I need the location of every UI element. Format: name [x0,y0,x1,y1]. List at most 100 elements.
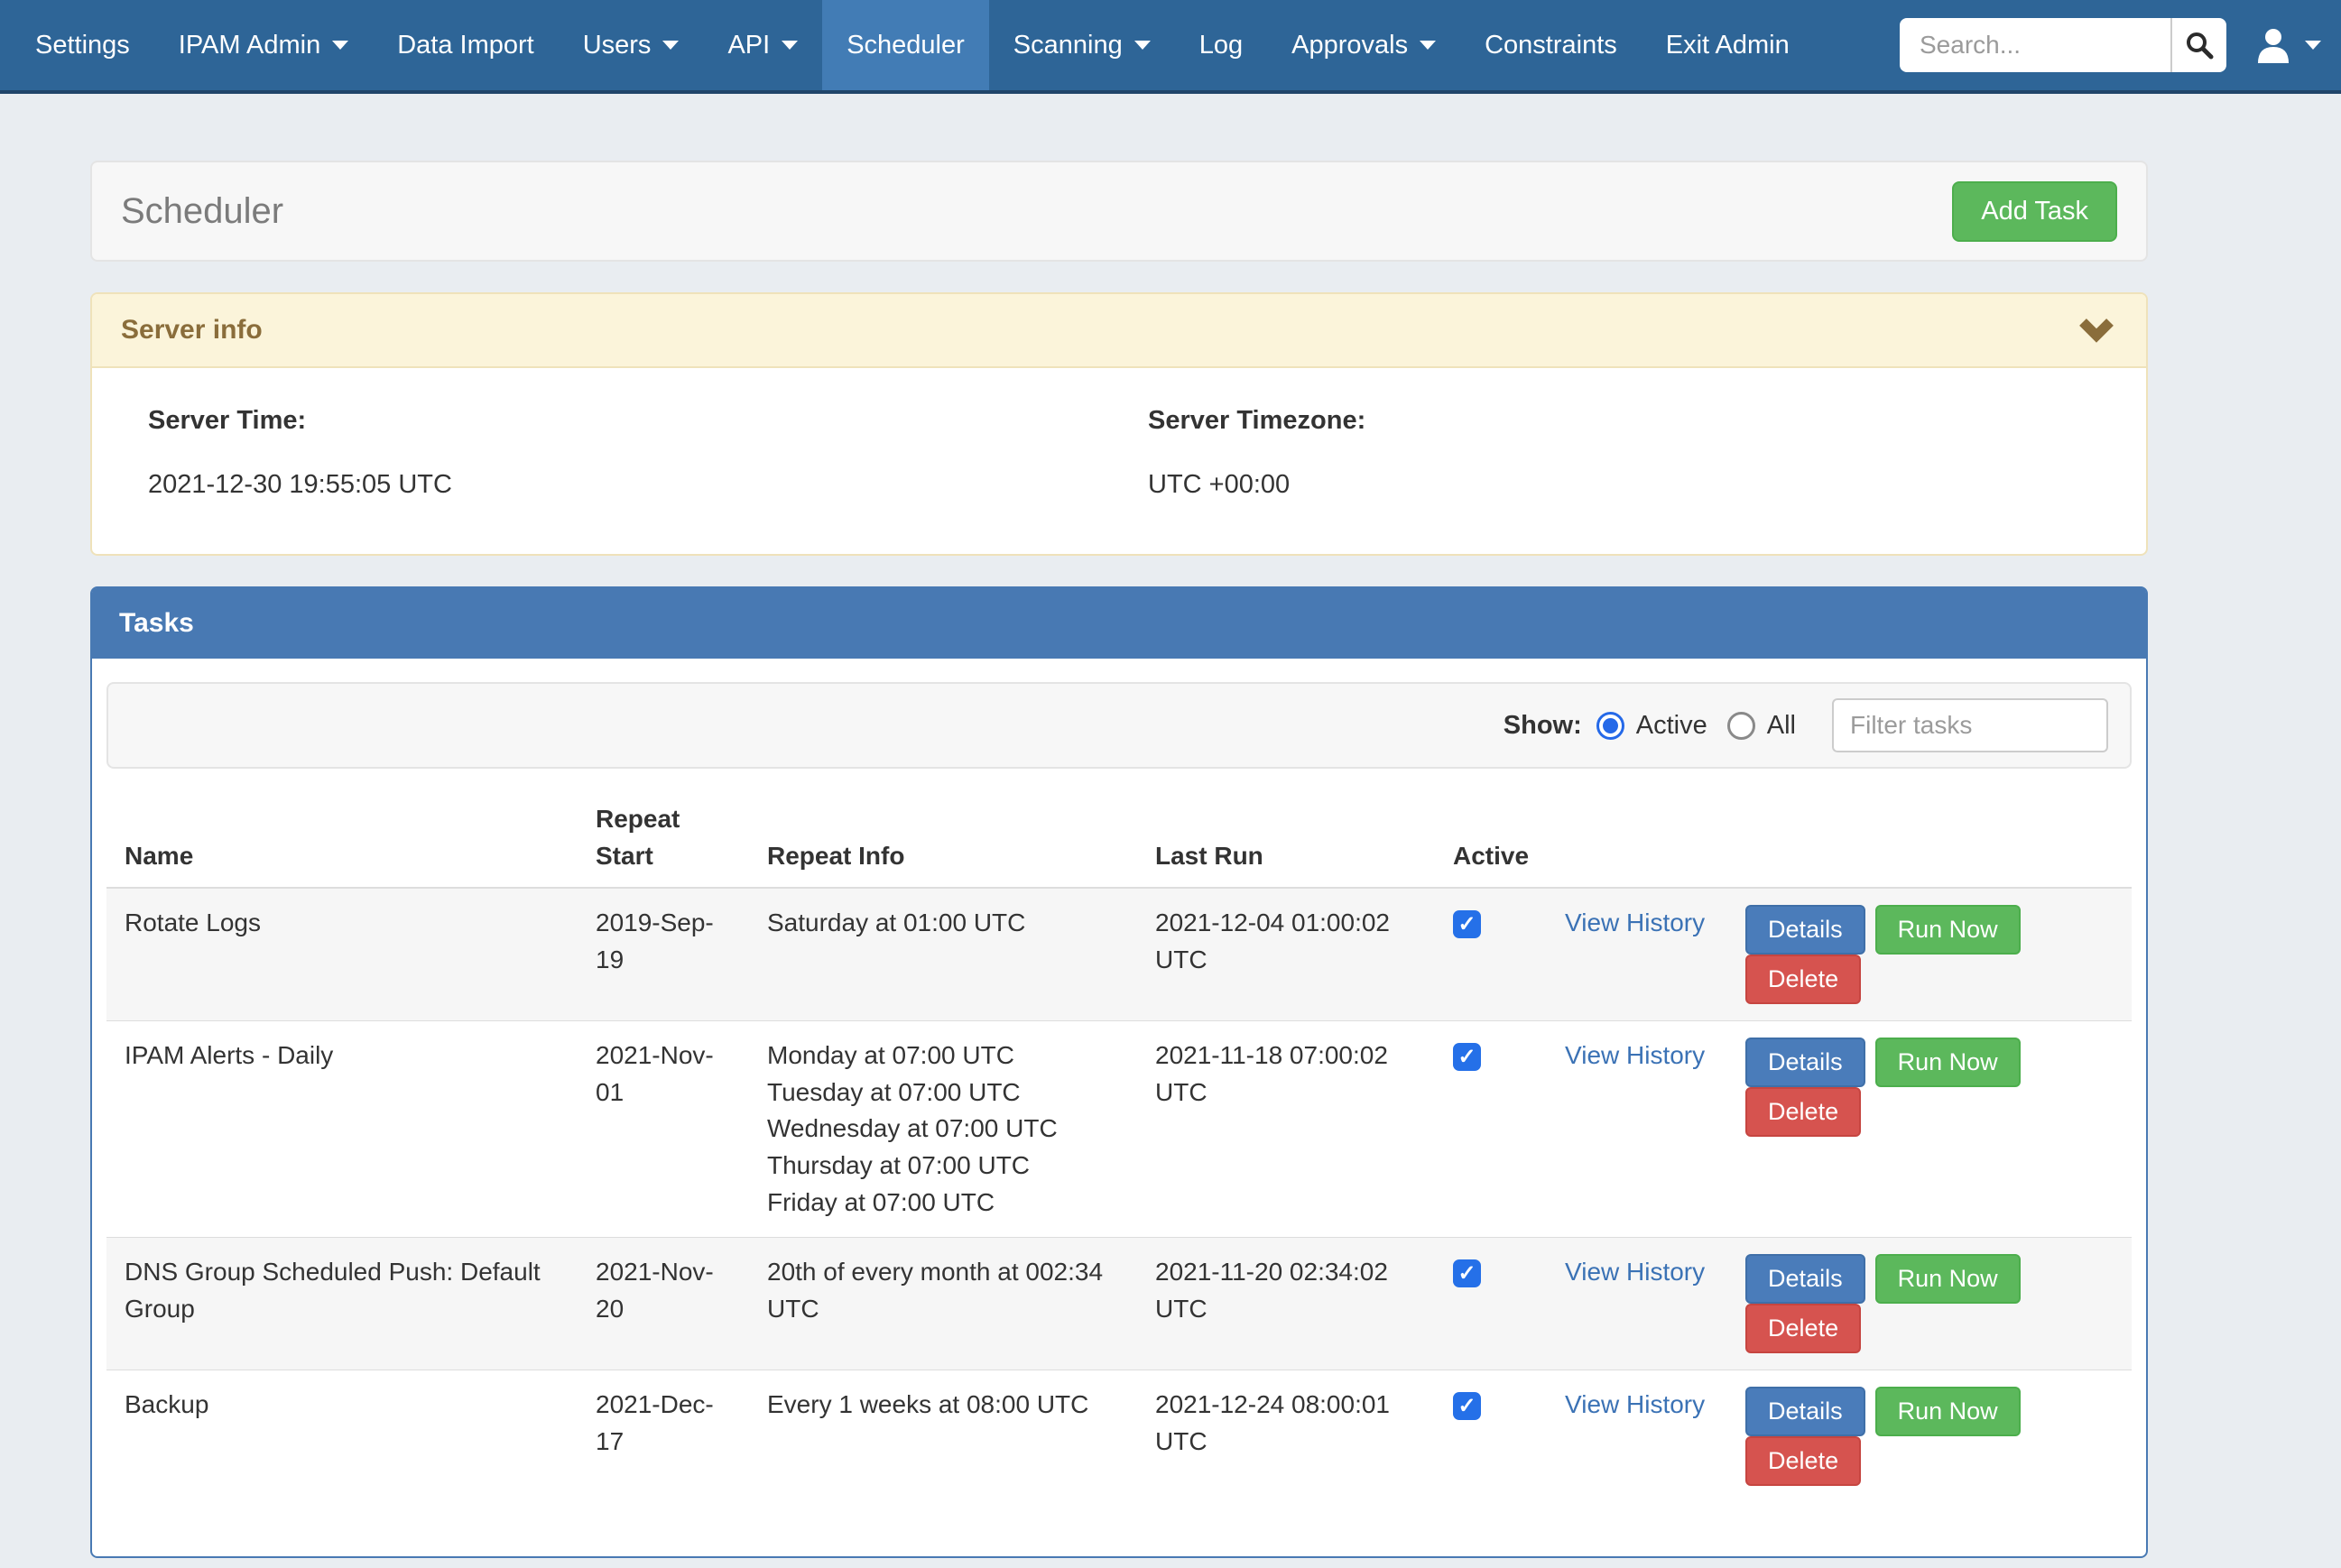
details-button[interactable]: Details [1745,1387,1865,1436]
search-icon [2184,30,2215,60]
user-menu[interactable] [2253,25,2321,65]
active-checkbox[interactable]: ✓ [1453,910,1481,938]
tasks-panel: Tasks Show: Active All [90,586,2148,1558]
column-header-active: Active [1435,789,1547,888]
nav-item-ipam-admin[interactable]: IPAM Admin [154,0,373,90]
column-header-repeat-start: Repeat Start [578,789,749,888]
caret-down-icon [332,41,348,50]
last-run-cell: 2021-12-24 08:00:01 UTC [1137,1370,1435,1503]
radio-active-label: Active [1636,711,1707,741]
repeat-info-line: Saturday at 01:00 UTC [767,905,1119,942]
chevron-down-icon[interactable] [2076,316,2117,345]
history-cell: View History [1547,1021,1727,1238]
actions-cell: DetailsRun Now Delete [1727,1370,2132,1503]
radio-all-icon[interactable] [1727,712,1755,740]
tasks-panel-title: Tasks [92,588,2146,659]
column-header-actions [1727,789,2132,888]
table-row-rotate-logs: Rotate Logs2019-Sep-19 Saturday at 01:00 … [106,888,2132,1021]
radio-active-icon[interactable] [1596,712,1624,740]
server-info-panel: Server info Server Time: 2021-12-30 19:5… [90,292,2148,556]
add-task-button[interactable]: Add Task [1952,181,2117,242]
delete-button[interactable]: Delete [1745,955,1861,1004]
actions-cell: DetailsRun Now Delete [1727,1021,2132,1238]
details-button[interactable]: Details [1745,1254,1865,1304]
nav-item-exit-admin[interactable]: Exit Admin [1642,0,1814,90]
repeat-info-line: 20th of every month at 002:34 UTC [767,1254,1119,1327]
run-now-button[interactable]: Run Now [1875,905,2021,955]
search-group [1900,18,2226,72]
run-now-button[interactable]: Run Now [1875,1254,2021,1304]
repeat-start-cell: 2021-Dec-17 [578,1370,749,1503]
run-now-button[interactable]: Run Now [1875,1038,2021,1087]
active-checkbox[interactable]: ✓ [1453,1043,1481,1071]
radio-option-all[interactable]: All [1727,711,1796,741]
page-title: Scheduler [121,191,283,232]
nav-item-users[interactable]: Users [559,0,704,90]
server-time-block: Server Time: 2021-12-30 19:55:05 UTC [119,406,1119,500]
repeat-start-cell: 2021-Nov-01 [578,1021,749,1238]
repeat-info-line: Thursday at 07:00 UTC [767,1148,1119,1185]
radio-all-label: All [1767,711,1796,741]
task-name-cell: Rotate Logs [106,888,578,1021]
view-history-link[interactable]: View History [1565,1041,1705,1069]
server-timezone-value: UTC +00:00 [1148,470,2090,500]
server-info-heading[interactable]: Server info [92,294,2146,368]
repeat-start-cell: 2019-Sep-19 [578,888,749,1021]
view-history-link[interactable]: View History [1565,1258,1705,1286]
active-cell: ✓ [1435,888,1547,1021]
run-now-button[interactable]: Run Now [1875,1387,2021,1436]
repeat-info-line: Friday at 07:00 UTC [767,1185,1119,1222]
nav-item-api[interactable]: API [703,0,822,90]
task-name-cell: DNS Group Scheduled Push: Default Group [106,1238,578,1370]
nav-item-data-import[interactable]: Data Import [373,0,559,90]
nav-item-label: Data Import [397,31,534,60]
search-button[interactable] [2170,18,2226,72]
history-cell: View History [1547,888,1727,1021]
column-header-repeat-info: Repeat Info [749,789,1137,888]
history-cell: View History [1547,1238,1727,1370]
delete-button[interactable]: Delete [1745,1436,1861,1486]
nav-item-label: Approvals [1291,31,1408,60]
details-button[interactable]: Details [1745,1038,1865,1087]
nav-item-label: Scheduler [847,31,965,60]
nav-item-scanning[interactable]: Scanning [989,0,1175,90]
actions-cell: DetailsRun Now Delete [1727,888,2132,1021]
radio-option-active[interactable]: Active [1596,711,1707,741]
nav-item-approvals[interactable]: Approvals [1267,0,1460,90]
nav-item-label: API [727,31,770,60]
delete-button[interactable]: Delete [1745,1304,1861,1353]
tasks-toolbar: Show: Active All [106,682,2132,769]
caret-down-icon [782,41,798,50]
nav-item-constraints[interactable]: Constraints [1460,0,1642,90]
server-time-value: 2021-12-30 19:55:05 UTC [148,470,1090,500]
server-info-body: Server Time: 2021-12-30 19:55:05 UTC Ser… [92,368,2146,554]
nav-item-settings[interactable]: Settings [11,0,154,90]
last-run-cell: 2021-11-18 07:00:02 UTC [1137,1021,1435,1238]
active-checkbox[interactable]: ✓ [1453,1392,1481,1420]
actions-cell: DetailsRun Now Delete [1727,1238,2132,1370]
table-row-ipam-alerts-daily: IPAM Alerts - Daily2021-Nov-01Monday at … [106,1021,2132,1238]
page-container: Scheduler Add Task Server info Server Ti… [90,161,2148,1558]
nav-item-label: Log [1199,31,1243,60]
repeat-info-line: Every 1 weeks at 08:00 UTC [767,1387,1119,1424]
delete-button[interactable]: Delete [1745,1087,1861,1137]
active-cell: ✓ [1435,1370,1547,1503]
view-history-link[interactable]: View History [1565,1390,1705,1418]
caret-down-icon [2305,41,2321,50]
nav-item-label: Constraints [1485,31,1617,60]
server-info-title: Server info [121,315,263,346]
nav-item-log[interactable]: Log [1175,0,1267,90]
repeat-info-cell: 20th of every month at 002:34 UTC [749,1238,1137,1370]
active-cell: ✓ [1435,1238,1547,1370]
caret-down-icon [1420,41,1436,50]
search-input[interactable] [1900,18,2170,72]
view-history-link[interactable]: View History [1565,909,1705,936]
details-button[interactable]: Details [1745,905,1865,955]
nav-item-scheduler[interactable]: Scheduler [822,0,989,90]
user-icon [2253,25,2293,65]
filter-tasks-input[interactable] [1832,698,2108,752]
active-checkbox[interactable]: ✓ [1453,1259,1481,1287]
tasks-tbody: Rotate Logs2019-Sep-19 Saturday at 01:00 … [106,888,2132,1502]
top-navbar: SettingsIPAM Admin Data Import Users API Sch… [0,0,2341,94]
nav-items: SettingsIPAM Admin Data Import Users API Sch… [11,0,1814,90]
